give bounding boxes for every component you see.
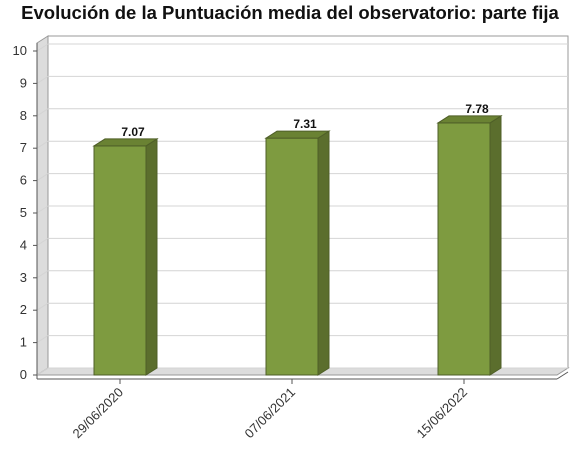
y-tick-label: 2 <box>20 302 27 317</box>
gridline-side <box>36 205 49 214</box>
bar <box>93 145 147 376</box>
y-tick-label: 6 <box>20 173 27 188</box>
bar-side <box>489 115 502 376</box>
gridline-side <box>36 43 49 52</box>
x-axis-depth-line <box>556 371 569 380</box>
bar-side <box>317 130 330 376</box>
bar-top <box>436 115 503 124</box>
y-tick-label: 8 <box>20 108 27 123</box>
bar-value-label: 7.78 <box>465 102 489 116</box>
gridline-side <box>36 140 49 149</box>
y-tick-label: 4 <box>20 237 27 252</box>
bar-value-label: 7.31 <box>293 117 317 131</box>
x-tick-label: 15/06/2022 <box>413 385 470 442</box>
gridline-side <box>36 173 49 182</box>
y-tick-label: 9 <box>20 75 27 90</box>
bar <box>265 137 319 376</box>
chart-title: Evolución de la Puntuación media del obs… <box>21 2 559 23</box>
x-tick-label: 29/06/2020 <box>69 385 126 442</box>
bar-top <box>264 130 331 139</box>
y-tick-label: 0 <box>20 367 27 382</box>
x-tick-label: 07/06/2021 <box>241 385 298 442</box>
gridline-side <box>36 237 49 246</box>
bar-side <box>145 138 158 376</box>
y-tick-label: 5 <box>20 205 27 220</box>
chart-side-wall <box>36 35 49 376</box>
gridline-side <box>36 367 49 376</box>
gridline-side <box>36 270 49 279</box>
bar <box>437 122 491 376</box>
bar-top <box>92 138 159 147</box>
gridline-side <box>36 108 49 117</box>
y-tick-label: 10 <box>13 43 27 58</box>
y-tick-label: 1 <box>20 335 27 350</box>
gridline-side <box>36 75 49 84</box>
y-tick-label: 7 <box>20 140 27 155</box>
y-tick-label: 3 <box>20 270 27 285</box>
gridline-side <box>36 302 49 311</box>
bar-value-label: 7.07 <box>121 125 145 139</box>
gridline-side <box>36 335 49 344</box>
